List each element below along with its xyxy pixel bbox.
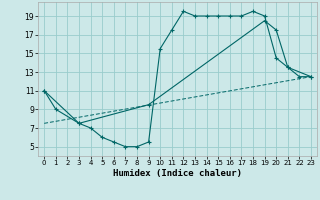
X-axis label: Humidex (Indice chaleur): Humidex (Indice chaleur): [113, 169, 242, 178]
